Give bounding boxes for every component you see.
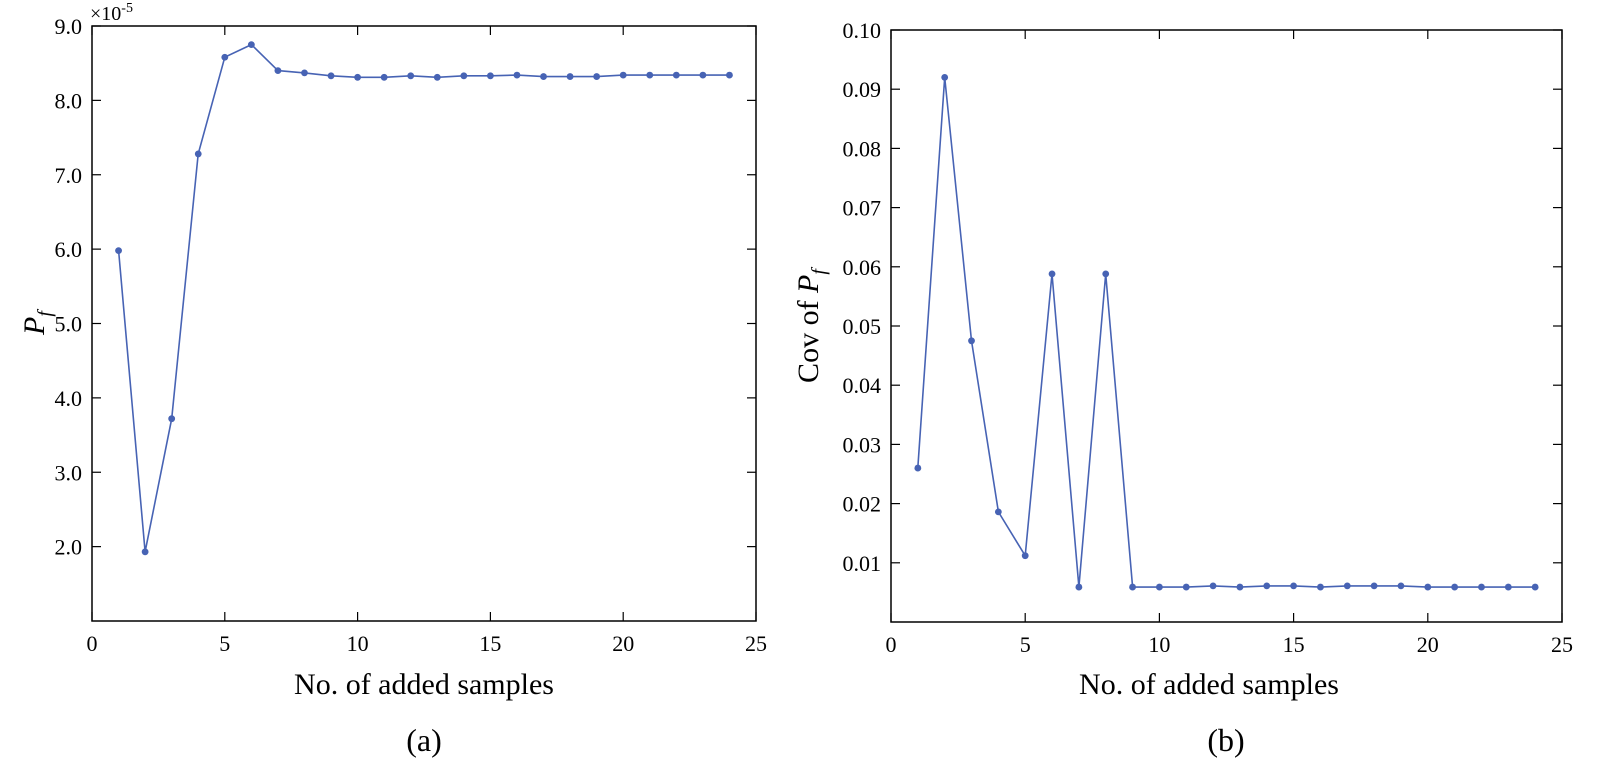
y-tick-label-a: 5.0 bbox=[55, 312, 83, 337]
y-tick-label-a: 8.0 bbox=[55, 88, 83, 113]
data-point-a bbox=[301, 69, 308, 77]
data-point-a bbox=[354, 73, 361, 81]
y-tick-label-b: 0.05 bbox=[843, 314, 882, 339]
data-point-b bbox=[1531, 583, 1539, 591]
data-point-b bbox=[994, 508, 1002, 516]
y-tick-label-b: 0.01 bbox=[843, 551, 882, 576]
data-point-b bbox=[941, 73, 949, 81]
marks-b bbox=[914, 73, 1539, 591]
data-point-a bbox=[380, 73, 388, 81]
x-tick-label-b: 15 bbox=[1283, 632, 1305, 657]
ticks-a: 0 5 10 15 20 25 2.0 3.0 4.0 5.0 6.0 7.0 8.0 9.0 bbox=[55, 14, 768, 656]
data-point-a bbox=[221, 53, 229, 61]
data-point-b bbox=[1451, 583, 1459, 591]
data-point-a bbox=[115, 247, 122, 255]
data-point-b bbox=[1317, 583, 1324, 591]
data-point-a bbox=[513, 71, 521, 79]
data-point-b bbox=[1129, 583, 1136, 591]
data-point-b bbox=[914, 464, 922, 472]
y-axis-title-b: Cov of Pf bbox=[792, 267, 830, 383]
marks-a bbox=[115, 41, 733, 556]
x-tick-label-b: 10 bbox=[1148, 632, 1170, 657]
y-tick-label-a: 9.0 bbox=[55, 14, 83, 39]
data-point-a bbox=[593, 73, 601, 80]
plot-frame-b bbox=[890, 29, 1563, 623]
x-tick-label-a: 20 bbox=[612, 631, 634, 656]
data-point-b bbox=[1504, 583, 1512, 591]
y-tick-label-a: 4.0 bbox=[55, 386, 83, 411]
data-point-a bbox=[168, 415, 176, 423]
y-tick-label-b: 0.06 bbox=[843, 255, 882, 280]
data-point-a bbox=[407, 72, 415, 80]
y-tick-label-b: 0.02 bbox=[843, 492, 882, 517]
data-point-b bbox=[968, 337, 975, 345]
data-point-a bbox=[460, 72, 468, 80]
data-point-a bbox=[247, 41, 255, 48]
series-line-a bbox=[117, 43, 730, 552]
panel-caption-a: (a) bbox=[406, 722, 442, 758]
data-point-a bbox=[566, 73, 574, 80]
data-point-a bbox=[194, 150, 202, 158]
data-point-b bbox=[1343, 582, 1351, 590]
data-point-a bbox=[141, 548, 149, 556]
data-point-b bbox=[1370, 582, 1378, 590]
data-point-b bbox=[1048, 270, 1056, 278]
panel-caption-b: (b) bbox=[1207, 722, 1244, 758]
y-tick-label-b: 0.03 bbox=[843, 432, 882, 457]
data-point-b bbox=[1424, 583, 1432, 591]
y-tick-label-a: 3.0 bbox=[55, 460, 83, 485]
data-point-a bbox=[274, 67, 282, 75]
panel-a: 0 5 10 15 20 25 2.0 3.0 4.0 5.0 6.0 7.0 8.0 9.0 ×10-5… bbox=[18, 1, 767, 758]
y-tick-label-a: 2.0 bbox=[55, 535, 83, 560]
series-line-b bbox=[917, 77, 1536, 588]
data-point-b bbox=[1021, 552, 1029, 560]
x-tick-label-b: 20 bbox=[1417, 632, 1439, 657]
data-point-b bbox=[1209, 582, 1217, 590]
x-tick-label-b: 0 bbox=[886, 632, 897, 657]
ticks-b: 0 5 10 15 20 25 0.01 0.02 0.03 0.04 0.05 0.06 0.07 0.… bbox=[843, 18, 1574, 657]
y-tick-label-b: 0.10 bbox=[843, 18, 882, 43]
data-point-a bbox=[619, 71, 627, 79]
data-point-b bbox=[1236, 583, 1244, 591]
y-tick-label-b: 0.08 bbox=[843, 136, 882, 161]
x-tick-label-a: 15 bbox=[479, 631, 501, 656]
y-tick-label-b: 0.07 bbox=[843, 196, 882, 221]
x-tick-label-a: 25 bbox=[745, 631, 767, 656]
panel-b: 0 5 10 15 20 25 0.01 0.02 0.03 0.04 0.05 0.06 0.07 0.… bbox=[792, 18, 1573, 758]
data-point-a bbox=[327, 72, 335, 80]
data-point-a bbox=[646, 71, 654, 79]
data-point-b bbox=[1397, 582, 1405, 590]
x-tick-label-b: 5 bbox=[1020, 632, 1031, 657]
data-point-a bbox=[672, 71, 680, 79]
x-tick-label-b: 25 bbox=[1551, 632, 1573, 657]
x-tick-label-a: 0 bbox=[87, 631, 98, 656]
data-point-b bbox=[1156, 583, 1163, 591]
x-tick-label-a: 10 bbox=[347, 631, 369, 656]
y-axis-title-a: Pf bbox=[18, 309, 56, 336]
y-scale-note: ×10-5 bbox=[90, 1, 133, 25]
y-tick-label-a: 7.0 bbox=[55, 163, 83, 188]
data-point-b bbox=[1478, 583, 1485, 591]
y-tick-label-b: 0.09 bbox=[843, 77, 882, 102]
data-point-b bbox=[1182, 583, 1190, 591]
y-tick-label-b: 0.04 bbox=[843, 373, 882, 398]
data-point-b bbox=[1263, 582, 1271, 590]
data-point-a bbox=[540, 73, 547, 80]
data-point-b bbox=[1290, 582, 1297, 590]
plot-frame-a bbox=[91, 25, 757, 622]
data-point-b bbox=[1075, 583, 1083, 591]
x-tick-label-a: 5 bbox=[219, 631, 230, 656]
x-axis-title-b: No. of added samples bbox=[1079, 668, 1339, 701]
y-tick-label-a: 6.0 bbox=[55, 237, 83, 262]
data-point-a bbox=[433, 73, 441, 81]
data-point-b bbox=[1102, 270, 1110, 278]
x-axis-title-a: No. of added samples bbox=[294, 668, 554, 701]
data-point-a bbox=[699, 71, 707, 79]
data-point-a bbox=[726, 71, 733, 79]
data-point-a bbox=[487, 72, 494, 80]
